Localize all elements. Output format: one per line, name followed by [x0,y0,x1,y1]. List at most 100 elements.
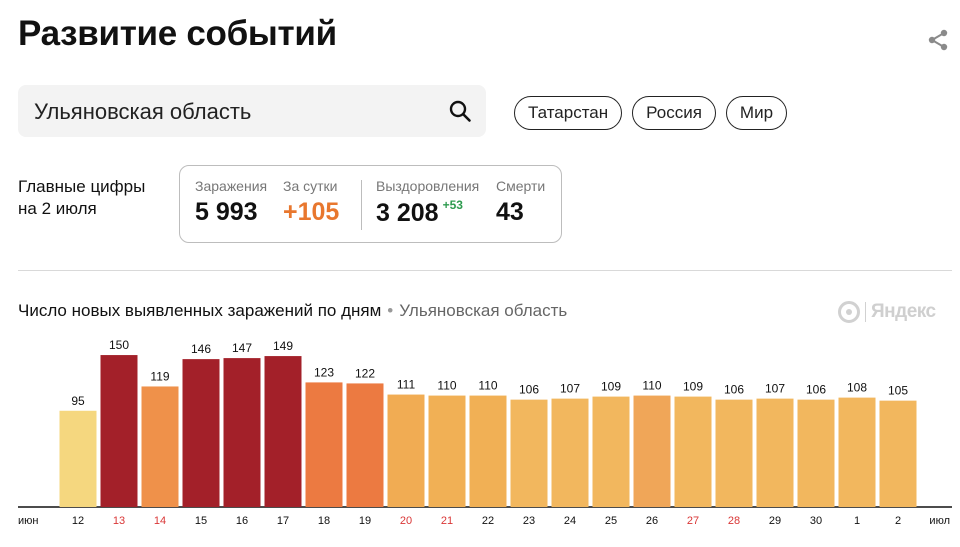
summary-label-line2: на 2 июля [18,199,97,218]
stat-infections-label: Заражения [195,178,268,194]
chip-world[interactable]: Мир [725,96,788,130]
chart-region: Ульяновская область [399,301,568,320]
bar-value-label: 147 [232,341,252,355]
bar-value-label: 106 [519,383,539,397]
x-tick-label: 12 [72,515,84,527]
chart-bar[interactable] [264,356,302,507]
bar-value-label: 110 [642,379,661,393]
bar-value-label: 149 [273,339,293,353]
x-tick-label: 29 [769,515,781,527]
bar-value-label: 150 [109,338,129,352]
x-tick-label: 27 [687,515,699,527]
x-month-label-end: июл [929,515,950,527]
bar-value-label: 105 [888,384,908,398]
chart-bar[interactable] [797,399,835,507]
stat-infections-value: 5 993 [195,198,258,226]
bar-value-label: 111 [397,378,416,392]
chart-bar[interactable] [305,382,343,507]
stat-daily-value: +105 [283,198,340,226]
summary-label-line1: Главные цифры [18,177,146,196]
bar-value-label: 110 [437,379,456,393]
bar-value-label: 107 [560,382,580,396]
yandex-logo: Яндекс [838,297,936,327]
x-tick-label: 13 [113,515,125,527]
chart-bar[interactable] [633,395,671,507]
chart-bar[interactable] [346,383,384,507]
bar-value-label: 119 [150,369,169,383]
chart-title-text: Число новых выявленных заражений по дням [18,301,382,320]
chart-bar[interactable] [838,397,876,507]
chart-bar[interactable] [674,396,712,507]
bar-value-label: 122 [355,366,375,380]
stat-deaths: Смерти 43 [496,178,545,227]
chart-bar[interactable] [59,410,97,507]
x-tick-label: 25 [605,515,617,527]
stat-infections: Заражения 5 993 [195,178,267,227]
x-tick-label: 30 [810,515,822,527]
x-tick-label: 26 [646,515,658,527]
region-chips: Татарстан Россия Мир [514,96,788,130]
x-tick-label: 15 [195,515,207,527]
x-tick-label: 1 [854,515,860,527]
chip-russia[interactable]: Россия [632,96,716,130]
bar-value-label: 123 [314,365,334,379]
summary-card: Заражения 5 993 За сутки +105 Выздоровле… [179,165,562,243]
bar-value-label: 107 [765,382,785,396]
stat-recoveries-delta: +53 [442,198,463,212]
stat-daily: За сутки +105 [283,178,339,227]
stat-recoveries-label: Выздоровления [376,178,480,194]
x-tick-label: 19 [359,515,371,527]
x-tick-label: 21 [441,515,453,527]
daily-infections-chart: 9512150131191414615147161491712318122191… [18,338,952,527]
bar-value-label: 109 [601,380,621,394]
x-tick-label: 23 [523,515,535,527]
chart-bar[interactable] [387,394,425,507]
chart-bar[interactable] [551,398,589,507]
bar-value-label: 106 [724,383,744,397]
stat-daily-label: За сутки [283,178,338,194]
summary-divider [361,180,362,230]
yandex-logo-icon [838,301,860,323]
share-icon[interactable] [926,28,950,52]
bar-value-label: 109 [683,380,703,394]
x-tick-label: 20 [400,515,412,527]
stat-recoveries: Выздоровления 3 208 +53 [376,178,479,228]
chart-title-separator: • [387,301,394,320]
x-tick-label: 14 [154,515,166,527]
search-box[interactable] [18,85,486,139]
bar-value-label: 110 [478,379,497,393]
chart-bar[interactable] [510,399,548,507]
yandex-logo-text: Яндекс [871,301,936,322]
chart-bar[interactable] [223,358,261,507]
search-icon[interactable] [448,99,472,123]
x-tick-label: 18 [318,515,330,527]
search-input[interactable] [32,85,436,139]
chart-bar[interactable] [469,395,507,507]
x-tick-label: 28 [728,515,740,527]
x-tick-label: 17 [277,515,289,527]
chart-bar[interactable] [100,355,138,507]
chart-bar[interactable] [756,398,794,507]
bar-value-label: 95 [71,394,85,408]
bar-value-label: 106 [806,383,826,397]
chart-bar[interactable] [141,386,179,507]
bar-value-label: 146 [191,342,211,356]
stat-deaths-value: 43 [496,198,524,226]
chart-bar[interactable] [182,359,220,507]
section-divider [18,270,952,271]
x-month-label-start: июн [18,515,38,527]
x-tick-label: 24 [564,515,576,527]
stat-recoveries-value: 3 208 [376,199,439,227]
chip-tatarstan[interactable]: Татарстан [514,96,623,130]
summary-label: Главные цифры на 2 июля [18,176,145,220]
chart-bar[interactable] [715,399,753,507]
chart-title: Число новых выявленных заражений по дням… [18,301,567,321]
x-tick-label: 22 [482,515,494,527]
page-title: Развитие событий [18,14,337,53]
chart-bar[interactable] [428,395,466,507]
x-tick-label: 2 [895,515,901,527]
stat-deaths-label: Смерти [496,178,546,194]
chart-bar[interactable] [592,396,630,507]
stat-recoveries-value-row: 3 208 +53 [376,198,479,228]
chart-bar[interactable] [879,400,917,507]
